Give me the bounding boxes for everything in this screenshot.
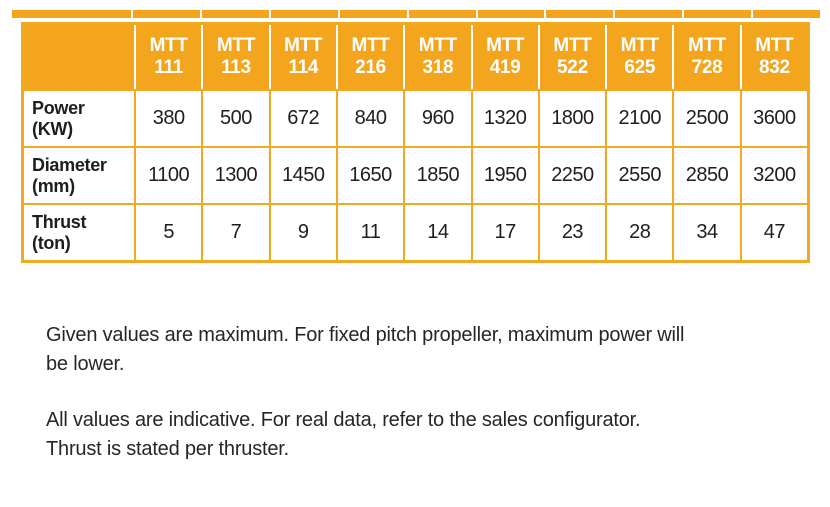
column-header: MTT 114 xyxy=(268,25,336,89)
column-header: MTT 728 xyxy=(672,25,740,89)
value-cell: 23 xyxy=(537,203,606,260)
cell-line: 216 xyxy=(355,57,386,78)
value-cell: 1300 xyxy=(201,146,269,203)
note-paragraph: Given values are maximum. For fixed pitc… xyxy=(46,321,684,379)
strip-segment xyxy=(12,10,131,18)
cell-line: MTT xyxy=(216,35,256,56)
value-cell: 2100 xyxy=(605,89,673,146)
cell-line: Diameter xyxy=(32,154,107,175)
cell-line: 625 xyxy=(624,57,656,78)
value-cell: 47 xyxy=(739,203,807,260)
value-cell: 34 xyxy=(672,203,740,260)
top-strip xyxy=(12,10,820,18)
strip-segment xyxy=(133,10,200,18)
value-cell: 960 xyxy=(403,89,471,146)
cell-line: MTT xyxy=(553,35,592,56)
strip-segment xyxy=(684,10,752,18)
row-label: Thrust (ton) xyxy=(24,203,134,260)
cell-line: 419 xyxy=(489,57,521,78)
cell-line: MTT xyxy=(755,35,794,56)
models-table: MTT 111 MTT 113 MTT 114 MTT 216 MTT 318 MTT 419 MTT 5… xyxy=(21,22,810,263)
value-cell: 5 xyxy=(134,203,202,260)
strip-segment xyxy=(615,10,683,18)
cell-line: MTT xyxy=(149,35,188,56)
column-header: MTT 419 xyxy=(470,25,538,89)
value-cell: 1100 xyxy=(134,146,202,203)
value-cell: 14 xyxy=(403,203,471,260)
value-cell: 3600 xyxy=(739,89,807,146)
note-line: Given values are maximum. For fixed pitc… xyxy=(46,324,685,346)
cell-line: 114 xyxy=(288,57,319,78)
value-cell: 9 xyxy=(268,203,336,260)
strip-segment xyxy=(546,10,614,18)
value-cell: 7 xyxy=(201,203,269,260)
value-cell: 1650 xyxy=(335,146,404,203)
column-header: MTT 113 xyxy=(201,25,269,89)
value-cell: 2550 xyxy=(605,146,673,203)
value-cell: 1850 xyxy=(403,146,471,203)
column-header: MTT 832 xyxy=(739,25,807,89)
cell-line: Thrust xyxy=(32,211,87,232)
value-cell: 500 xyxy=(201,89,269,146)
note-line: Thrust is stated per thruster. xyxy=(46,438,289,460)
value-cell: 1320 xyxy=(470,89,538,146)
value-cell: 3200 xyxy=(739,146,807,203)
cell-line: MTT xyxy=(351,35,390,56)
column-header: MTT 216 xyxy=(335,25,404,89)
cell-line: MTT xyxy=(620,35,659,56)
strip-segment xyxy=(477,10,545,18)
column-header: MTT 522 xyxy=(537,25,606,89)
value-cell: 1450 xyxy=(268,146,336,203)
value-cell: 2500 xyxy=(672,89,740,146)
value-cell: 28 xyxy=(605,203,673,260)
column-header: MTT 625 xyxy=(605,25,673,89)
value-cell: 2250 xyxy=(537,146,606,203)
note-line: All values are indicative. For real data… xyxy=(46,409,641,431)
strip-segment xyxy=(753,10,820,18)
cell-line: (mm) xyxy=(32,175,75,196)
cell-line: Power xyxy=(32,97,85,118)
column-header: MTT 318 xyxy=(403,25,471,89)
cell-line: MTT xyxy=(486,35,525,56)
value-cell: 840 xyxy=(335,89,404,146)
value-cell: 672 xyxy=(268,89,336,146)
note-line: be lower. xyxy=(46,353,125,375)
cell-line: (KW) xyxy=(32,118,73,139)
cell-line: 318 xyxy=(422,57,454,78)
row-label: Diameter (mm) xyxy=(24,146,134,203)
cell-line: 832 xyxy=(758,57,790,78)
value-cell: 11 xyxy=(335,203,404,260)
cell-line: 728 xyxy=(691,57,723,78)
cell-line: MTT xyxy=(284,35,323,56)
value-cell: 380 xyxy=(134,89,202,146)
value-cell: 17 xyxy=(470,203,538,260)
strip-segment xyxy=(270,10,338,18)
cell-line: 522 xyxy=(557,57,588,78)
strip-segment xyxy=(339,10,407,18)
corner-cell xyxy=(24,25,134,89)
column-header: MTT 111 xyxy=(134,25,202,89)
strip-segment xyxy=(201,10,269,18)
cell-line: MTT xyxy=(687,35,727,56)
cell-line: 113 xyxy=(221,57,251,78)
strip-segment xyxy=(408,10,476,18)
value-cell: 1800 xyxy=(537,89,606,146)
cell-line: (ton) xyxy=(32,232,71,253)
value-cell: 2850 xyxy=(672,146,740,203)
value-cell: 1950 xyxy=(470,146,538,203)
row-label: Power (KW) xyxy=(24,89,134,146)
note-paragraph: All values are indicative. For real data… xyxy=(46,406,641,464)
cell-line: MTT xyxy=(418,35,457,56)
cell-line: 111 xyxy=(154,57,183,78)
